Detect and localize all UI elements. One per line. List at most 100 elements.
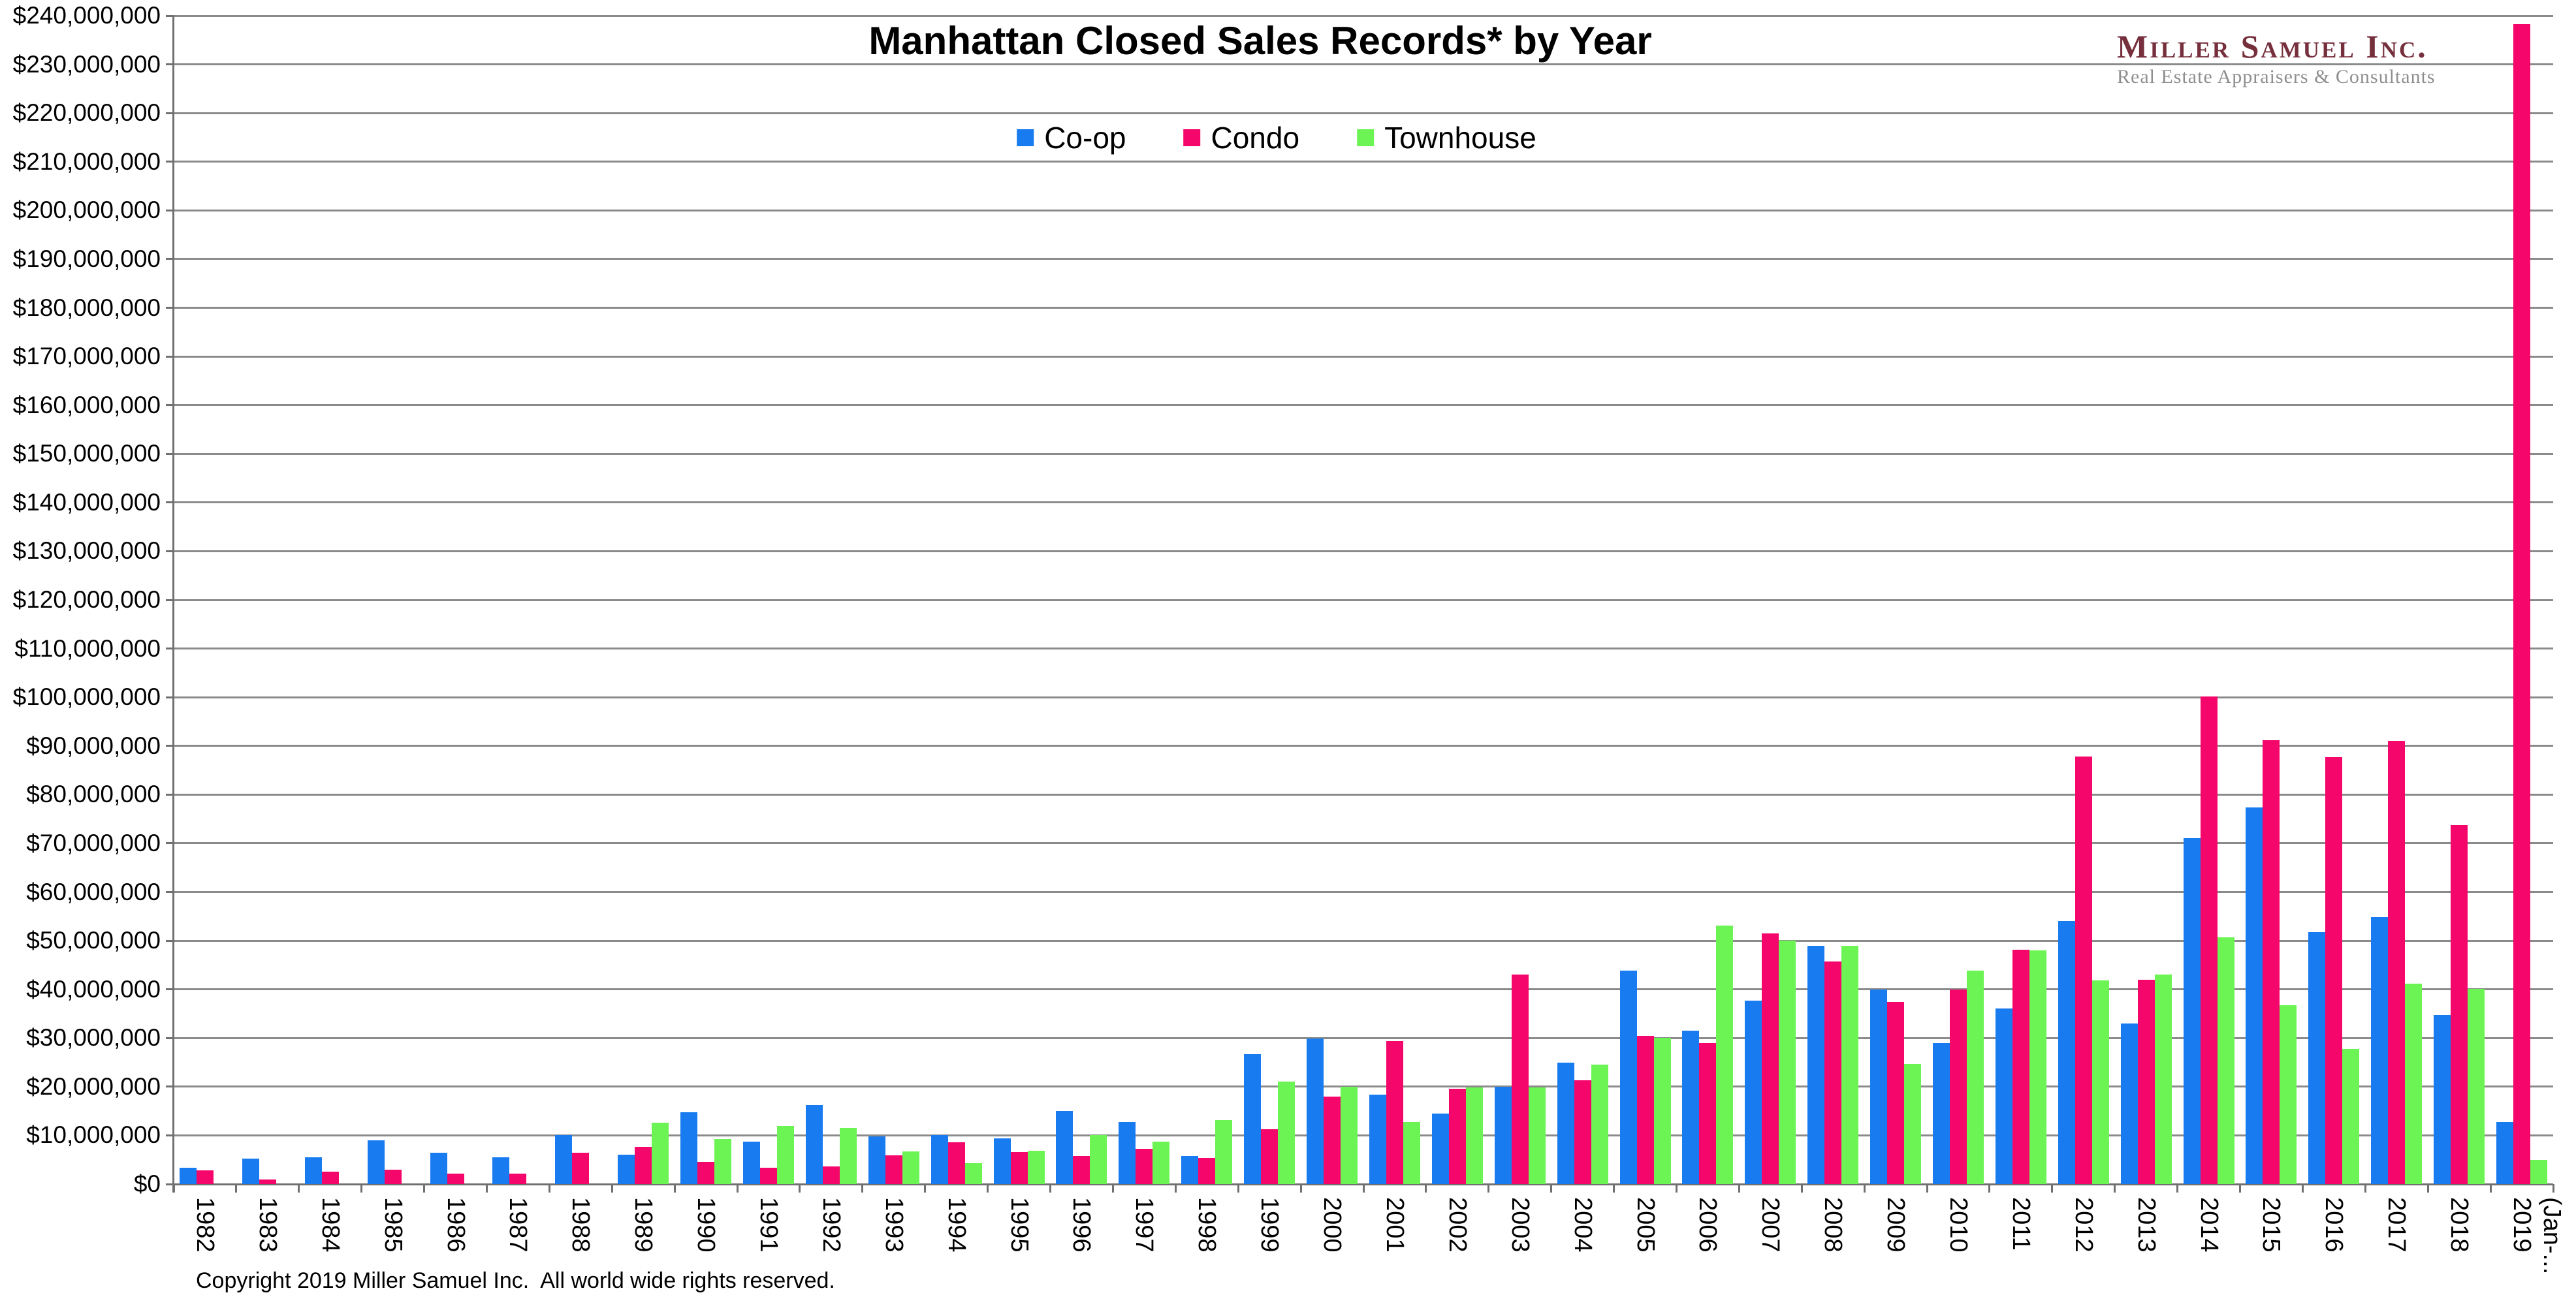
y-axis-label: $60,000,000	[26, 878, 161, 905]
bar-condo-1983	[259, 1179, 276, 1184]
logo-tagline: Real Estate Appraisers & Consultants	[2117, 66, 2436, 87]
bar-condo-1999	[1261, 1129, 1279, 1184]
gridline	[174, 258, 2553, 260]
bar-coop-2004	[1557, 1063, 1574, 1184]
gridline	[174, 793, 2553, 796]
y-axis-label: $220,000,000	[12, 99, 161, 127]
y-axis-tick	[166, 696, 174, 698]
gridline	[174, 939, 2553, 942]
gridline	[174, 501, 2553, 504]
gridline	[174, 550, 2553, 552]
gridline	[174, 1134, 2553, 1136]
legend-item-townhouse: Townhouse	[1357, 120, 1536, 155]
x-axis-label: 2018	[2445, 1197, 2473, 1253]
gridline	[174, 696, 2553, 698]
x-axis-label: 2002	[1443, 1197, 1471, 1253]
x-axis-label: 2016	[2320, 1197, 2348, 1253]
x-axis-tick	[1863, 1184, 1866, 1193]
bar-condo-1994	[947, 1142, 965, 1184]
x-axis-tick	[673, 1184, 676, 1193]
x-axis-label: 2004	[1568, 1197, 1597, 1253]
bar-townhouse-2003	[1528, 1087, 1546, 1184]
y-axis-label: $170,000,000	[12, 343, 161, 370]
bar-townhouse-1993	[902, 1151, 919, 1184]
bar-condo-1987	[509, 1174, 527, 1184]
bar-condo-2017	[2388, 741, 2406, 1184]
x-axis-label: 2017	[2383, 1197, 2411, 1253]
gridline	[174, 648, 2553, 650]
bar-condo-2008	[1824, 961, 1842, 1184]
bar-coop-1996	[1056, 1111, 1073, 1184]
y-axis-tick	[166, 745, 174, 747]
x-axis-label: 2013	[2132, 1197, 2160, 1253]
x-axis-tick	[1926, 1184, 1928, 1193]
bar-condo-1986	[447, 1174, 464, 1184]
logo: Miller Samuel Inc. Real Estate Appraiser…	[2117, 29, 2436, 88]
bar-condo-1989	[635, 1147, 652, 1184]
x-axis-label: 2015	[2257, 1197, 2285, 1253]
y-axis-tick	[166, 891, 174, 893]
x-axis-label: 2010	[1945, 1197, 1972, 1253]
x-axis-label: 2001	[1380, 1197, 1408, 1253]
bar-coop-1999	[1244, 1054, 1262, 1184]
bar-coop-2002	[1431, 1113, 1449, 1184]
y-axis-tick	[166, 939, 174, 942]
x-axis-tick	[1174, 1184, 1177, 1193]
bar-townhouse-2015	[2280, 1005, 2297, 1184]
gridline	[174, 599, 2553, 601]
x-axis-tick	[360, 1184, 363, 1193]
bar-coop-1986	[430, 1153, 447, 1184]
y-axis-tick	[166, 209, 174, 211]
gridline	[174, 161, 2553, 163]
x-axis-tick	[1800, 1184, 1803, 1193]
bar-condo-1995	[1010, 1151, 1028, 1184]
bar-condo-2006	[1699, 1043, 1717, 1184]
y-axis-line	[172, 16, 174, 1193]
bar-condo-2018	[2451, 825, 2468, 1184]
bar-condo-2011	[2012, 950, 2029, 1184]
y-axis-label: $90,000,000	[26, 732, 161, 759]
bar-townhouse-1989	[652, 1123, 669, 1184]
bar-condo-1996	[1073, 1156, 1090, 1184]
bar-condo-2014	[2200, 696, 2218, 1184]
bar-coop-2003	[1494, 1086, 1512, 1184]
bar-coop-1988	[555, 1135, 573, 1184]
y-axis-label: $10,000,000	[26, 1121, 161, 1149]
x-axis-tick	[2426, 1184, 2429, 1193]
x-axis-label: 1992	[817, 1197, 845, 1253]
x-axis-tick	[1988, 1184, 1991, 1193]
x-axis-label: 1998	[1193, 1197, 1221, 1253]
y-axis-label: $110,000,000	[14, 634, 161, 662]
bar-townhouse-2012	[2091, 980, 2109, 1184]
copyright-text: Copyright 2019 Miller Samuel Inc. All wo…	[196, 1268, 835, 1293]
x-axis-tick	[1049, 1184, 1052, 1193]
y-axis-tick	[166, 404, 174, 407]
bar-townhouse-1990	[714, 1138, 732, 1184]
legend-label: Condo	[1211, 121, 1300, 155]
bar-condo-2009	[1887, 1002, 1905, 1184]
x-axis-label: 2009	[1882, 1197, 1910, 1253]
x-axis-label: 1990	[692, 1197, 720, 1253]
bar-condo-2016	[2325, 757, 2343, 1184]
y-axis-label: $150,000,000	[12, 440, 161, 467]
x-axis-tick	[924, 1184, 927, 1193]
x-axis-tick	[1425, 1184, 1427, 1193]
y-axis-label: $190,000,000	[12, 245, 161, 272]
y-axis-tick	[166, 1037, 174, 1039]
x-axis-label: 1995	[1005, 1197, 1033, 1253]
bar-condo-1997	[1136, 1149, 1153, 1184]
x-axis-label: (Jan-...	[2538, 1197, 2566, 1275]
legend-item-condo: Condo	[1183, 120, 1300, 155]
legend-swatch-icon	[1183, 129, 1201, 146]
y-axis-tick	[166, 112, 174, 114]
y-axis-tick	[166, 63, 174, 66]
x-axis-tick	[2239, 1184, 2242, 1193]
bar-coop-2015	[2246, 807, 2263, 1184]
bar-coop-1982	[179, 1168, 197, 1184]
y-axis-tick	[166, 355, 174, 358]
x-axis-label: 2003	[1506, 1197, 1534, 1253]
gridline	[174, 891, 2553, 893]
bar-coop-2010	[1933, 1043, 1950, 1184]
bar-condo-1985	[384, 1169, 402, 1184]
